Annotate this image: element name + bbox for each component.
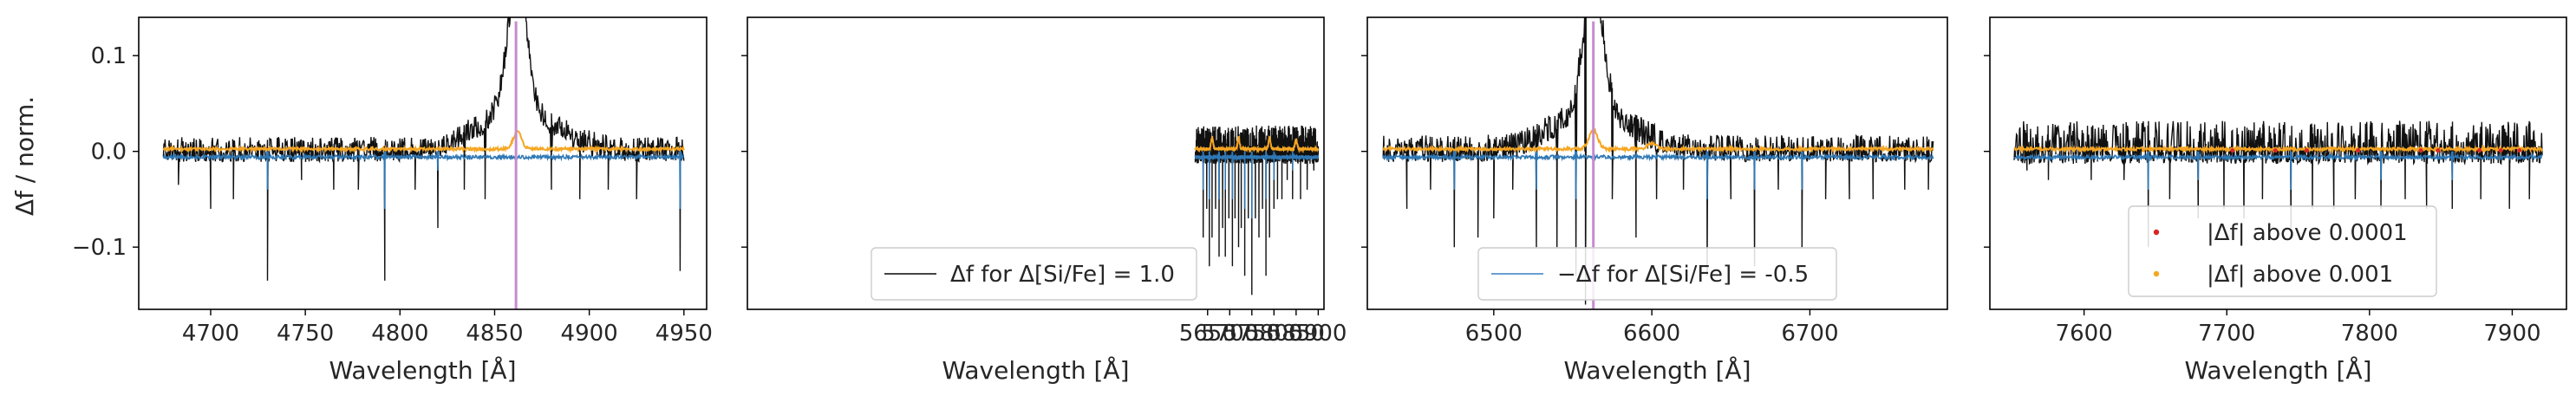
x-tick-label: 6600 xyxy=(1623,321,1680,347)
red-point xyxy=(2230,148,2235,153)
x-tick-label: 4950 xyxy=(655,321,713,347)
axes-frame xyxy=(747,16,1325,310)
legend-label: −Δf for Δ[Si/Fe] = -0.5 xyxy=(1557,262,1809,288)
delta-f-line xyxy=(162,17,685,281)
y-tick-label: −0.1 xyxy=(72,235,127,261)
legend-panel-4 xyxy=(2128,205,2437,297)
legend-label: |Δf| above 0.001 xyxy=(2207,262,2393,288)
x-tick-label: 4800 xyxy=(371,321,428,347)
abs-delta-f-line xyxy=(162,130,685,154)
legend-dot-swatch xyxy=(2153,270,2160,277)
legend-panel-3 xyxy=(1477,247,1837,301)
legend-label: Δf for Δ[Si/Fe] = 1.0 xyxy=(950,262,1175,288)
x-axis-label: Wavelength [Å] xyxy=(942,355,1129,385)
red-point xyxy=(2304,148,2309,153)
chart-panel-1: 4700 4750 4800 4850 4900 4950 0.1 0.0 −0.1 Wavele… xyxy=(72,16,713,385)
neg-delta-f-line xyxy=(1194,151,1320,219)
chart-panel-3: 6500 6600 6700 Wavelength [Å] xyxy=(1361,16,1948,385)
plot-area xyxy=(162,17,685,309)
x-axis-label: Wavelength [Å] xyxy=(329,355,516,385)
x-tick-label: 7900 xyxy=(2483,321,2540,347)
x-tick-label: 5650 xyxy=(1179,321,1236,347)
red-point xyxy=(2517,148,2522,153)
abs-delta-f-line xyxy=(2013,144,2543,154)
x-tick-label: 5800 xyxy=(1245,321,1302,347)
y-tick-label: 0.1 xyxy=(91,43,127,69)
x-tick-label: 5900 xyxy=(1289,321,1347,347)
red-point xyxy=(2498,148,2503,153)
red-point xyxy=(2477,148,2482,153)
abs-delta-f-line xyxy=(1194,135,1320,154)
neg-delta-f-line xyxy=(1382,151,1934,199)
abs-delta-f-line xyxy=(1382,127,1934,154)
red-point xyxy=(2436,148,2441,153)
x-tick-label: 4850 xyxy=(466,321,523,347)
plot-area xyxy=(2013,120,2543,248)
y-axis-label: Δf / norm. xyxy=(10,96,39,216)
axes-frame xyxy=(1989,16,2567,310)
red-point xyxy=(2418,148,2423,153)
x-tick-label: 6500 xyxy=(1465,321,1523,347)
axes-frame xyxy=(1366,16,1948,310)
x-axis-label: Wavelength [Å] xyxy=(1563,355,1751,385)
chart-panel-4: 7600 7700 7800 7900 Wavelength [Å] xyxy=(1984,16,2567,385)
legend-dot-swatch xyxy=(2153,229,2160,236)
x-tick-label: 6700 xyxy=(1781,321,1838,347)
plot-area xyxy=(1382,17,1934,309)
red-point xyxy=(2356,148,2361,153)
x-tick-label: 7800 xyxy=(2341,321,2398,347)
neg-delta-f-line xyxy=(2013,151,2543,190)
neg-delta-f-line xyxy=(162,151,685,210)
legend-panel-2 xyxy=(871,247,1197,301)
y-tick-label: 0.0 xyxy=(91,140,127,166)
red-point xyxy=(2273,148,2278,153)
x-tick-label: 7700 xyxy=(2198,321,2255,347)
axes-frame xyxy=(138,16,708,310)
plot-area xyxy=(1194,125,1320,295)
x-tick-label: 5750 xyxy=(1223,321,1281,347)
legend-label: |Δf| above 0.0001 xyxy=(2207,220,2408,246)
x-tick-label: 7600 xyxy=(2056,321,2113,347)
x-tick-label: 5850 xyxy=(1268,321,1325,347)
x-tick-label: 5700 xyxy=(1201,321,1258,347)
x-tick-label: 4700 xyxy=(182,321,239,347)
x-axis-label: Wavelength [Å] xyxy=(2184,355,2371,385)
x-tick-label: 4900 xyxy=(561,321,618,347)
x-tick-label: 4750 xyxy=(277,321,334,347)
